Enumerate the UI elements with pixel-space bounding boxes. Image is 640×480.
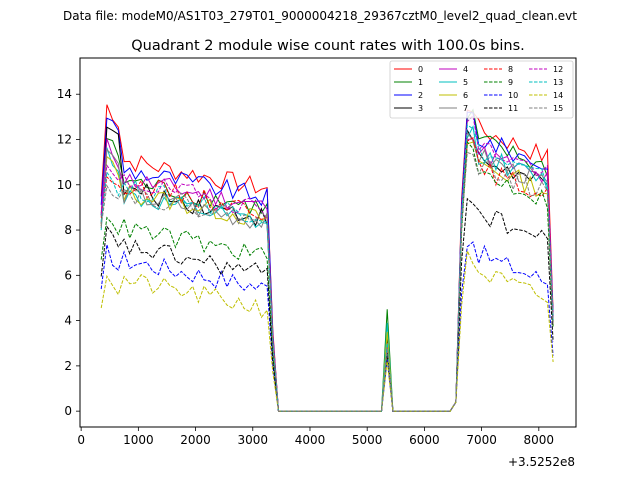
legend-label-7: 7 xyxy=(463,104,468,113)
y-tick-label: 10 xyxy=(57,178,72,192)
series-line-12 xyxy=(100,114,554,412)
series-line-4 xyxy=(100,138,554,412)
y-tick-label: 14 xyxy=(57,87,72,101)
y-tick-label: 12 xyxy=(57,132,72,146)
y-tick-label: 2 xyxy=(64,359,72,373)
x-offset-label: +3.5252e8 xyxy=(508,455,575,469)
legend-box xyxy=(389,60,574,119)
series-line-14 xyxy=(100,248,554,412)
series-layer xyxy=(100,104,554,412)
x-tick-label: 0 xyxy=(77,433,85,447)
legend-label-14: 14 xyxy=(553,91,563,100)
legend-label-13: 13 xyxy=(553,78,563,87)
legend-label-10: 10 xyxy=(508,91,518,100)
legend-label-1: 1 xyxy=(418,78,423,87)
chart-title: Quadrant 2 module wise count rates with … xyxy=(131,38,525,54)
legend-label-4: 4 xyxy=(463,65,468,74)
x-tick-label: 5000 xyxy=(352,433,383,447)
legend-label-8: 8 xyxy=(508,65,513,74)
y-tick-label: 4 xyxy=(64,314,72,328)
series-line-2 xyxy=(100,111,554,412)
suptitle: Data file: modeM0/AS1T03_279T01_90000042… xyxy=(63,9,577,23)
x-tick-label: 2000 xyxy=(180,433,211,447)
legend-label-15: 15 xyxy=(553,104,563,113)
x-tick-label: 4000 xyxy=(295,433,326,447)
legend-label-5: 5 xyxy=(463,78,468,87)
series-line-3 xyxy=(100,126,554,412)
series-line-15 xyxy=(100,151,554,412)
series-line-7 xyxy=(100,131,554,412)
series-line-1 xyxy=(100,108,554,412)
legend-label-12: 12 xyxy=(553,65,563,74)
legend-label-6: 6 xyxy=(463,91,468,100)
plot-frame xyxy=(79,57,577,428)
legend-label-9: 9 xyxy=(508,78,513,87)
y-tick-label: 8 xyxy=(64,223,72,237)
legend-label-2: 2 xyxy=(418,91,423,100)
series-line-11 xyxy=(100,197,554,412)
x-tick-label: 1000 xyxy=(123,433,154,447)
x-tick-label: 3000 xyxy=(237,433,268,447)
axes: 0 1000 2000 3000 4000 5000 6000 7000 8000 0 2 4 6 8 10… xyxy=(57,87,554,447)
series-line-13 xyxy=(100,124,554,412)
legend-label-0: 0 xyxy=(418,65,423,74)
y-tick-label: 6 xyxy=(64,268,72,282)
series-line-5 xyxy=(100,124,554,412)
legend-label-11: 11 xyxy=(508,104,518,113)
x-tick-label: 7000 xyxy=(466,433,497,447)
x-tick-label: 6000 xyxy=(409,433,440,447)
legend-label-3: 3 xyxy=(418,104,423,113)
y-tick-label: 0 xyxy=(64,404,72,418)
x-tick-label: 8000 xyxy=(524,433,555,447)
series-line-10 xyxy=(100,241,554,412)
